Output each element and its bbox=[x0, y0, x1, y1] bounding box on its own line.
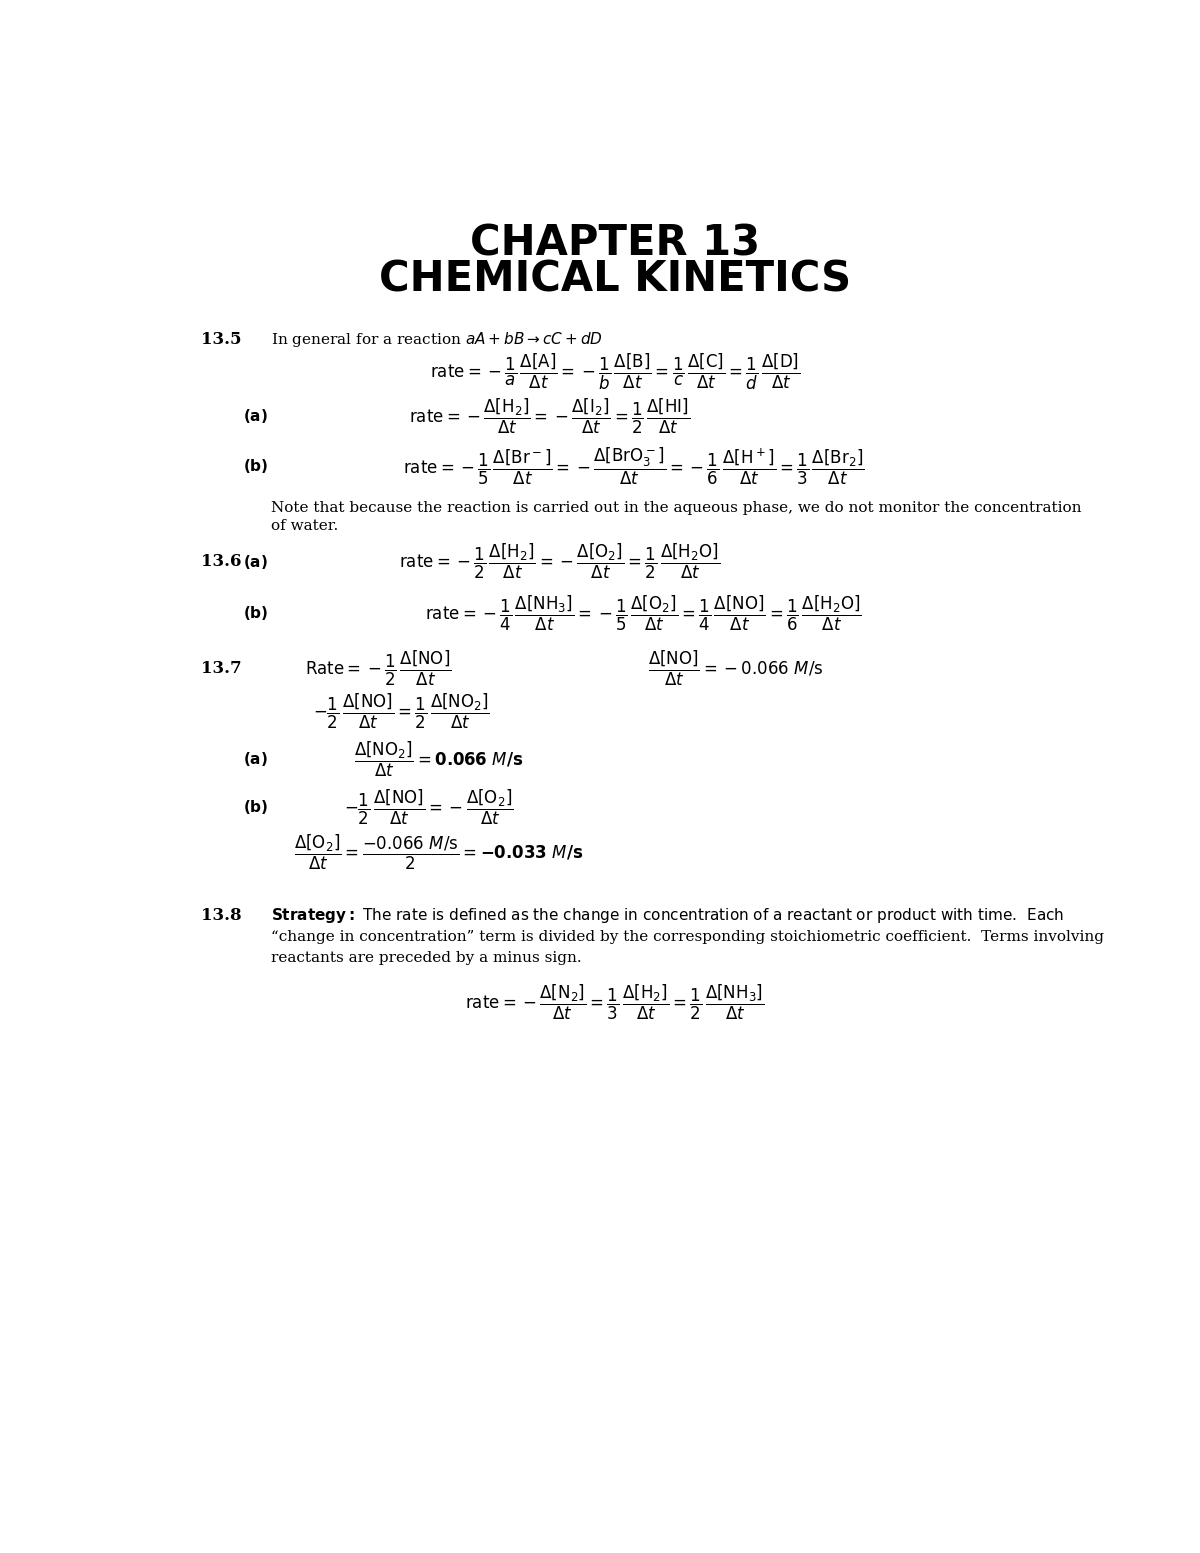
Text: reactants are preceded by a minus sign.: reactants are preceded by a minus sign. bbox=[271, 950, 582, 964]
Text: $\mathrm{rate} = -\dfrac{1}{a}\,\dfrac{\Delta[\mathrm{A}]}{\Delta t} = -\dfrac{1: $\mathrm{rate} = -\dfrac{1}{a}\,\dfrac{\… bbox=[430, 351, 800, 391]
Text: $\mathrm{rate} = -\dfrac{\Delta[\mathrm{N_2}]}{\Delta t} = \dfrac{1}{3}\,\dfrac{: $\mathrm{rate} = -\dfrac{\Delta[\mathrm{… bbox=[466, 983, 764, 1022]
Text: $\mathrm{Rate} = -\dfrac{1}{2}\,\dfrac{\Delta[\mathrm{NO}]}{\Delta t}$: $\mathrm{Rate} = -\dfrac{1}{2}\,\dfrac{\… bbox=[305, 649, 451, 688]
Text: $\mathrm{rate} = -\dfrac{\Delta[\mathrm{H_2}]}{\Delta t} = -\dfrac{\Delta[\mathr: $\mathrm{rate} = -\dfrac{\Delta[\mathrm{… bbox=[409, 396, 690, 435]
Text: $\mathrm{rate} = -\dfrac{1}{5}\,\dfrac{\Delta[\mathrm{Br^-}]}{\Delta t} = -\dfra: $\mathrm{rate} = -\dfrac{1}{5}\,\dfrac{\… bbox=[403, 446, 864, 486]
Text: $-\dfrac{1}{2}\,\dfrac{\Delta[\mathrm{NO}]}{\Delta t} = -\dfrac{\Delta[\mathrm{O: $-\dfrac{1}{2}\,\dfrac{\Delta[\mathrm{NO… bbox=[344, 787, 514, 826]
Text: 13.8: 13.8 bbox=[202, 907, 241, 924]
Text: $\mathrm{rate} = -\dfrac{1}{4}\,\dfrac{\Delta[\mathrm{NH_3}]}{\Delta t} = -\dfra: $\mathrm{rate} = -\dfrac{1}{4}\,\dfrac{\… bbox=[425, 593, 862, 634]
Text: $\mathbf{Strategy:}$ The rate is defined as the change in concentration of a rea: $\mathbf{Strategy:}$ The rate is defined… bbox=[271, 907, 1064, 926]
Text: $\dfrac{\Delta[\mathrm{O_2}]}{\Delta t} = \dfrac{-0.066\ \mathit{M}\mathrm{/s}}{: $\dfrac{\Delta[\mathrm{O_2}]}{\Delta t} … bbox=[294, 832, 583, 873]
Text: $\mathbf{(b)}$: $\mathbf{(b)}$ bbox=[242, 457, 269, 475]
Text: $\mathrm{rate} = -\dfrac{1}{2}\,\dfrac{\Delta[\mathrm{H_2}]}{\Delta t} = -\dfrac: $\mathrm{rate} = -\dfrac{1}{2}\,\dfrac{\… bbox=[398, 542, 720, 581]
Text: $-\dfrac{1}{2}\,\dfrac{\Delta[\mathrm{NO}]}{\Delta t} = \dfrac{1}{2}\,\dfrac{\De: $-\dfrac{1}{2}\,\dfrac{\Delta[\mathrm{NO… bbox=[313, 691, 490, 731]
Text: In general for a reaction $aA + bB \rightarrow cC + dD$: In general for a reaction $aA + bB \righ… bbox=[271, 329, 602, 349]
Text: 13.6: 13.6 bbox=[202, 553, 241, 570]
Text: Note that because the reaction is carried out in the aqueous phase, we do not mo: Note that because the reaction is carrie… bbox=[271, 502, 1081, 516]
Text: “change in concentration” term is divided by the corresponding stoichiometric co: “change in concentration” term is divide… bbox=[271, 930, 1104, 944]
Text: $\mathbf{(a)}$: $\mathbf{(a)}$ bbox=[242, 750, 268, 769]
Text: $\dfrac{\Delta[\mathrm{NO}]}{\Delta t} = -0.066\ \mathit{M}\mathrm{/s}$: $\dfrac{\Delta[\mathrm{NO}]}{\Delta t} =… bbox=[648, 649, 823, 688]
Text: $\mathbf{(a)}$: $\mathbf{(a)}$ bbox=[242, 407, 268, 426]
Text: CHEMICAL KINETICS: CHEMICAL KINETICS bbox=[379, 259, 851, 301]
Text: $\mathbf{(a)}$: $\mathbf{(a)}$ bbox=[242, 553, 268, 572]
Text: CHAPTER 13: CHAPTER 13 bbox=[470, 222, 760, 264]
Text: 13.7: 13.7 bbox=[202, 660, 241, 677]
Text: $\dfrac{\Delta[\mathrm{NO_2}]}{\Delta t} = \mathbf{0.066}\ \mathbf{\mathit{M}}\m: $\dfrac{\Delta[\mathrm{NO_2}]}{\Delta t}… bbox=[354, 739, 523, 778]
Text: $\mathbf{(b)}$: $\mathbf{(b)}$ bbox=[242, 798, 269, 815]
Text: $\mathbf{(b)}$: $\mathbf{(b)}$ bbox=[242, 604, 269, 623]
Text: 13.5: 13.5 bbox=[202, 331, 241, 348]
Text: of water.: of water. bbox=[271, 519, 338, 533]
